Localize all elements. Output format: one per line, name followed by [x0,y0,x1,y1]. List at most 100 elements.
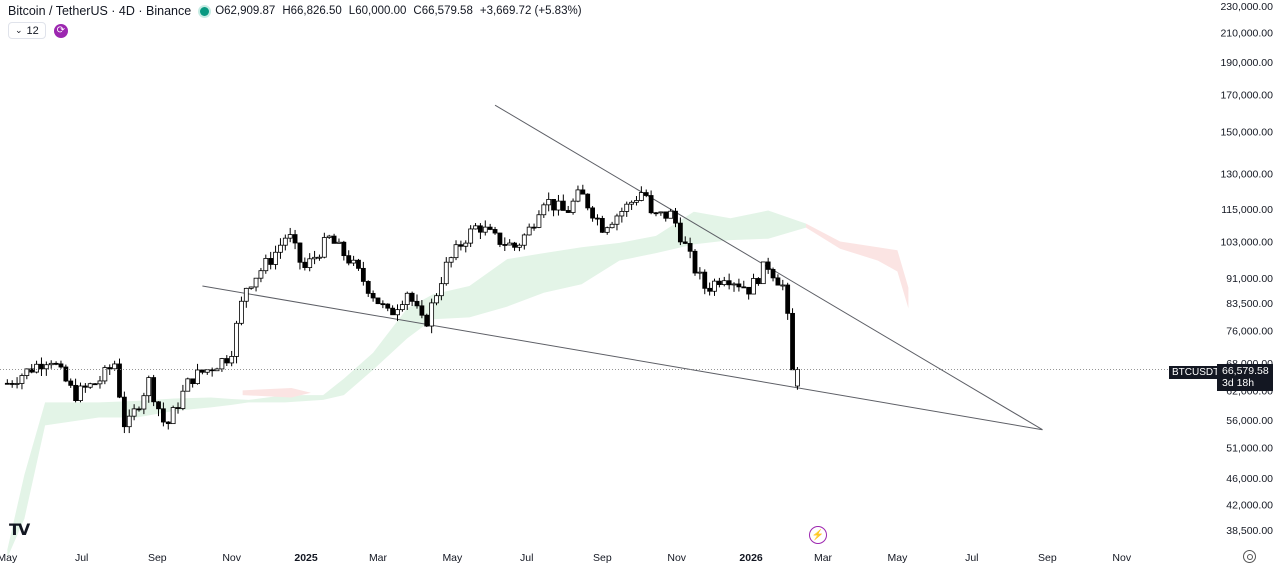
x-tick-label: Nov [1112,552,1131,564]
candle-body [375,297,381,305]
symbol-title[interactable]: Bitcoin / TetherUS · 4D · Binance [8,4,192,18]
candle-body [39,363,44,370]
x-tick-label: Jul [965,552,978,564]
indicators-toggle-button[interactable]: ⌄ 12 [8,22,46,39]
candle-body [336,241,342,244]
cloud-bullish [7,210,807,558]
y-tick-label: 76,000.00 [1226,326,1273,338]
candle-body [365,281,371,294]
x-tick-label: Nov [222,552,241,564]
candle-body [726,280,732,286]
candle-body [87,383,93,388]
candle-body [204,369,210,373]
candle-body [487,226,493,230]
x-tick-label: May [887,552,908,564]
candle-body [677,222,683,243]
trendlines [202,104,1043,431]
candle-body [326,235,332,238]
x-tick-label: Sep [593,552,612,564]
candle-body [478,225,483,233]
candle-body [229,356,235,364]
ohlc-values: O62,909.87 H66,826.50 L60,000.00 C66,579… [215,5,581,17]
candle-body [716,280,722,285]
candle-body [317,256,322,259]
candle-body [273,251,278,265]
candle-body [43,364,49,370]
candle-body [9,383,15,385]
candle-body [380,303,386,306]
symbol-legend: Bitcoin / TetherUS · 4D · Binance O62,90… [8,3,582,19]
candle-body [614,215,620,225]
candle-body [609,223,615,229]
candle-body [29,368,35,373]
candle-body [190,378,196,385]
candle-body [141,395,147,410]
x-tick-label: 2026 [739,552,763,564]
y-tick-label: 42,000.00 [1226,499,1273,511]
candle-body [517,244,522,248]
candle-body [702,271,708,289]
event-lightning-icon[interactable]: ⚡ [809,526,827,544]
candle-body [526,226,532,236]
candle-body [585,193,591,209]
candle-body [795,369,800,387]
settings-gear-icon[interactable] [1243,550,1256,563]
candle-body [331,235,337,244]
y-tick-label: 38,500.00 [1226,525,1273,537]
candle-body [58,363,64,368]
candle-body [419,305,425,316]
ohlc-high-value: 66,826.50 [290,5,342,17]
y-tick-label: 210,000.00 [1220,28,1273,40]
x-tick-label: Mar [814,552,833,564]
candle-body [507,242,513,246]
y-tick-label: 46,000.00 [1226,473,1273,485]
candle-body [643,192,649,196]
candle-body [531,226,537,229]
y-tick-label: 103,000.00 [1220,237,1273,249]
candle-body [673,210,678,224]
candle-body [78,385,83,402]
price-change: +3,669.72 (+5.83%) [479,5,582,17]
y-tick-label: 91,000.00 [1226,273,1273,285]
x-tick-label: 2025 [294,552,318,564]
candle-body [463,242,469,247]
candle-body [629,201,634,205]
x-tick-label: Sep [148,552,167,564]
candle-body [468,228,474,244]
candle-body [180,390,186,409]
ohlc-high-key: H [282,5,291,17]
candle-body [658,211,664,214]
candle-body [429,302,435,327]
candle-body [126,415,132,428]
symbol-price-tag: BTCUSDT [1169,366,1223,379]
candle-body [756,278,761,285]
candle-body [195,369,200,385]
x-tick-label: Sep [1038,552,1057,564]
candle-body [160,408,166,423]
candle-body [351,259,356,264]
candle-body [258,270,264,279]
candle-body [297,242,303,263]
candle-body [131,408,137,417]
candle-body [404,292,410,305]
candle-body [4,382,10,385]
candle-body [292,234,298,244]
candle-body [556,200,561,211]
candle-body [248,286,254,289]
sync-icon[interactable]: ⟳ [53,23,68,38]
y-tick-label: 56,000.00 [1226,415,1273,427]
candle-body [117,363,122,398]
tradingview-logo-icon[interactable]: TV [9,520,30,539]
y-tick-label: 150,000.00 [1220,126,1273,138]
trendline-1 [202,285,1043,431]
candle-body [590,207,595,219]
ohlc-close-value: 66,579.58 [421,5,473,17]
candle-body [385,303,391,309]
candle-body [570,200,576,213]
candle-body [302,261,308,268]
candle-body [458,244,464,247]
candle-body [24,368,30,376]
candle-body [443,261,449,285]
